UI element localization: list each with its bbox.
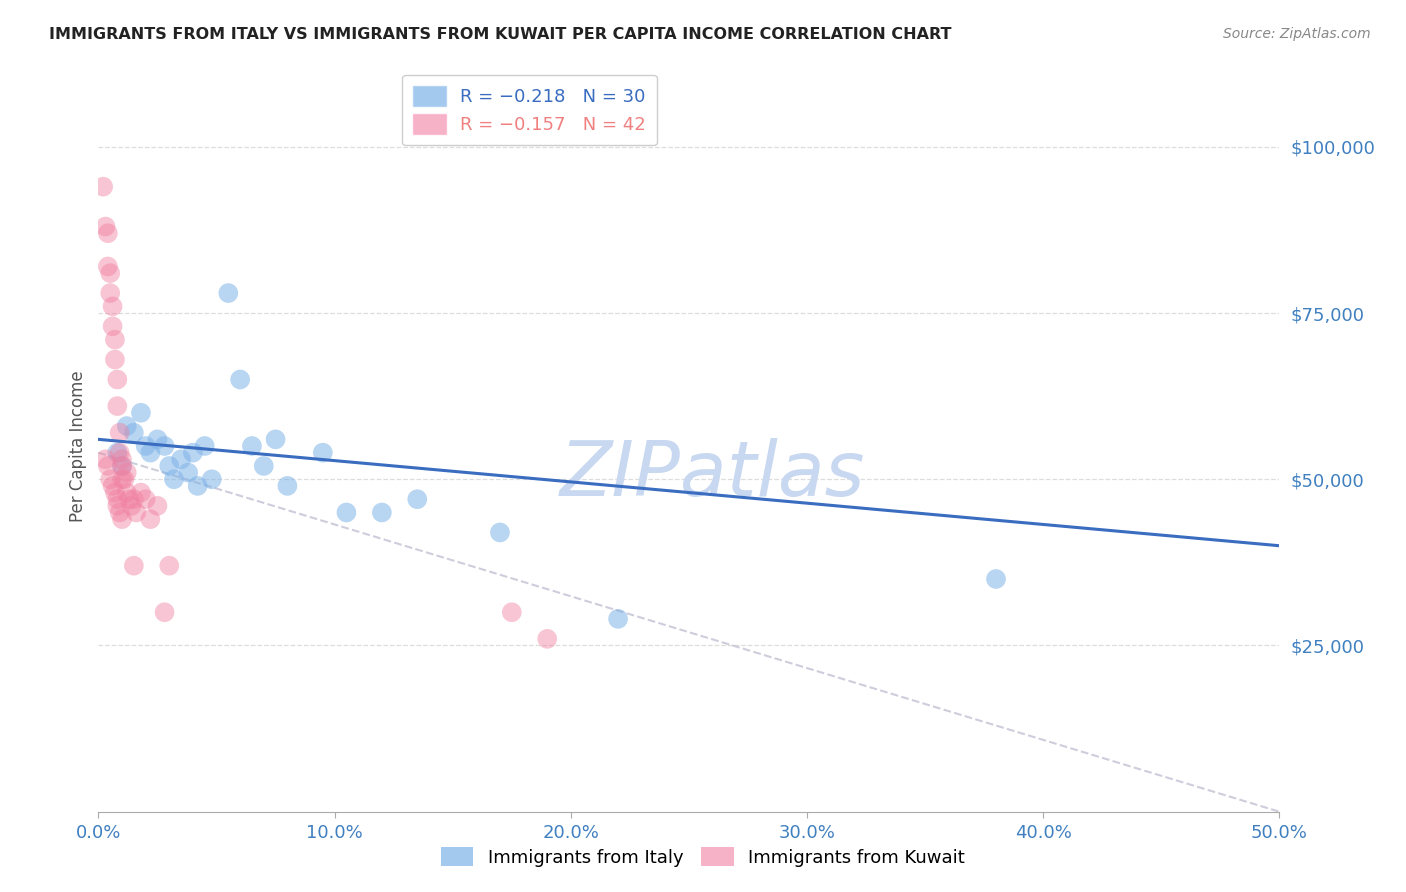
Immigrants from Kuwait (139, 512, 162, 526)
Immigrants from Kuwait (121, 499, 143, 513)
Immigrants from Kuwait (111, 472, 134, 486)
Immigrants from Kuwait (101, 299, 124, 313)
Immigrants from Italy (253, 458, 276, 473)
Immigrants from Kuwait (108, 506, 131, 520)
Immigrants from Italy (135, 439, 157, 453)
Immigrants from Italy (153, 439, 176, 453)
Immigrants from Kuwait (104, 485, 127, 500)
Text: IMMIGRANTS FROM ITALY VS IMMIGRANTS FROM KUWAIT PER CAPITA INCOME CORRELATION CH: IMMIGRANTS FROM ITALY VS IMMIGRANTS FROM… (49, 27, 952, 42)
Immigrants from Kuwait (91, 179, 114, 194)
Immigrants from Kuwait (94, 219, 117, 234)
Immigrants from Italy (187, 479, 209, 493)
Immigrants from Italy (240, 439, 263, 453)
Immigrants from Italy (371, 506, 394, 520)
Legend: Immigrants from Italy, Immigrants from Kuwait: Immigrants from Italy, Immigrants from K… (433, 840, 973, 874)
Immigrants from Kuwait (122, 492, 145, 507)
Immigrants from Italy (489, 525, 512, 540)
Immigrants from Kuwait (157, 558, 180, 573)
Immigrants from Italy (217, 286, 239, 301)
Immigrants from Italy (264, 433, 287, 447)
Immigrants from Kuwait (97, 458, 120, 473)
Immigrants from Kuwait (118, 492, 141, 507)
Immigrants from Kuwait (135, 492, 157, 507)
Immigrants from Italy (406, 492, 429, 507)
Immigrants from Kuwait (111, 452, 134, 467)
Immigrants from Italy (181, 445, 204, 459)
Immigrants from Italy (111, 458, 134, 473)
Immigrants from Kuwait (104, 333, 127, 347)
Immigrants from Kuwait (104, 352, 127, 367)
Immigrants from Kuwait (98, 286, 121, 301)
Immigrants from Kuwait (105, 492, 128, 507)
Immigrants from Kuwait (101, 319, 124, 334)
Immigrants from Kuwait (111, 458, 134, 473)
Immigrants from Italy (607, 612, 630, 626)
Immigrants from Italy (984, 572, 1007, 586)
Immigrants from Italy (129, 406, 152, 420)
Immigrants from Italy (115, 419, 138, 434)
Immigrants from Kuwait (129, 485, 152, 500)
Y-axis label: Per Capita Income: Per Capita Income (69, 370, 87, 522)
Immigrants from Kuwait (105, 399, 128, 413)
Immigrants from Italy (177, 466, 200, 480)
Immigrants from Italy (170, 452, 193, 467)
Immigrants from Kuwait (97, 260, 120, 274)
Immigrants from Kuwait (98, 472, 121, 486)
Immigrants from Italy (335, 506, 357, 520)
Immigrants from Kuwait (105, 499, 128, 513)
Text: ZIPatlas: ZIPatlas (560, 438, 865, 512)
Immigrants from Italy (229, 372, 252, 386)
Immigrants from Kuwait (115, 485, 138, 500)
Immigrants from Italy (276, 479, 298, 493)
Immigrants from Italy (201, 472, 224, 486)
Immigrants from Kuwait (111, 512, 134, 526)
Immigrants from Kuwait (108, 445, 131, 459)
Immigrants from Italy (122, 425, 145, 440)
Immigrants from Kuwait (125, 506, 148, 520)
Immigrants from Kuwait (105, 372, 128, 386)
Immigrants from Kuwait (108, 425, 131, 440)
Immigrants from Italy (139, 445, 162, 459)
Immigrants from Italy (194, 439, 217, 453)
Legend: R = −0.218   N = 30, R = −0.157   N = 42: R = −0.218 N = 30, R = −0.157 N = 42 (402, 75, 657, 145)
Immigrants from Italy (146, 433, 169, 447)
Immigrants from Kuwait (536, 632, 558, 646)
Immigrants from Italy (105, 445, 128, 459)
Immigrants from Kuwait (122, 558, 145, 573)
Immigrants from Kuwait (146, 499, 169, 513)
Immigrants from Kuwait (115, 466, 138, 480)
Immigrants from Kuwait (98, 266, 121, 280)
Immigrants from Kuwait (101, 479, 124, 493)
Immigrants from Kuwait (501, 605, 523, 619)
Immigrants from Kuwait (94, 452, 117, 467)
Immigrants from Kuwait (112, 472, 135, 486)
Immigrants from Kuwait (97, 226, 120, 240)
Text: Source: ZipAtlas.com: Source: ZipAtlas.com (1223, 27, 1371, 41)
Immigrants from Italy (157, 458, 180, 473)
Immigrants from Italy (163, 472, 186, 486)
Immigrants from Italy (312, 445, 335, 459)
Immigrants from Kuwait (153, 605, 176, 619)
